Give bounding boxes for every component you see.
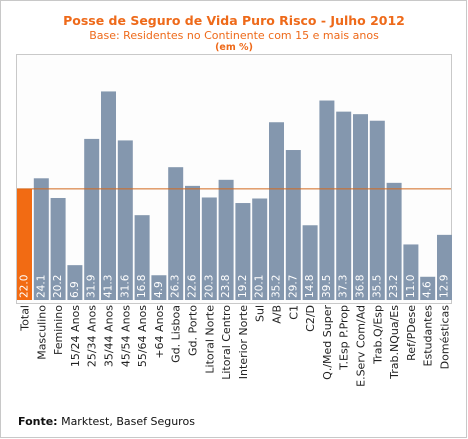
bar-14 [235,203,251,300]
category-label-17: C1 [287,305,300,320]
bar-19 [319,100,335,301]
category-label-16: A/B [271,305,284,324]
bar-18 [302,225,318,300]
category-label-5: 25/34 Anos [86,305,99,367]
category-label-1: Total [19,305,32,332]
chart-title: Posse de Seguro de Vida Puro Risco - Jul… [63,13,405,28]
footer-text: Marktest, Basef Seguros [61,415,195,428]
category-label-15: Sul [254,305,267,322]
category-label-22: Trab.Q/Esp [371,305,384,365]
value-label-22: 35.5 [371,275,383,298]
value-label-20: 37.3 [338,275,350,298]
category-label-8: 55/64 Anos [136,305,149,367]
bar-11 [185,185,200,300]
bar-2 [33,178,49,300]
footer-source: Fonte: Marktest, Basef Seguros [18,415,195,428]
category-label-7: 45/54 Anos [119,305,132,367]
bar-25 [420,276,436,300]
value-label-4: 6.9 [69,281,81,298]
value-label-6: 41.3 [103,275,115,298]
bar-20 [336,111,352,300]
bar-4 [67,265,83,300]
bar-23 [386,182,402,300]
category-label-2: Masculino [35,305,48,360]
value-label-16: 35.2 [271,275,283,298]
category-label-19: Q./Med Super [321,305,334,380]
value-label-1: 22.0 [19,275,31,298]
bar-12 [201,197,217,300]
value-label-25: 4.6 [422,281,434,298]
value-label-24: 11.0 [405,275,417,298]
footer-label: Fonte: [18,415,58,428]
category-label-14: Interior Norte [237,305,250,379]
chart-subtitle: Base: Residentes no Continente com 15 e … [89,29,379,42]
category-label-23: Trab.NQua/Es [388,305,401,380]
bar-16 [269,122,284,301]
value-label-8: 16.8 [136,275,148,298]
category-label-24: Ref/PDese [405,305,418,361]
value-label-7: 31.6 [119,274,131,298]
value-label-23: 23.2 [388,275,400,298]
value-label-2: 24.1 [35,275,47,298]
bar-9 [151,275,167,300]
category-label-3: Feminino [52,305,65,355]
value-label-17: 29.7 [287,275,299,298]
bar-13 [218,179,234,300]
category-label-20: T.Esp P.Prop [338,305,351,371]
value-label-9: 4.9 [153,281,165,298]
bar-1 [17,188,32,300]
category-label-13: Litoral Centro [220,305,233,380]
category-label-6: 35/44 Anos [103,305,116,367]
value-label-26: 12.9 [439,275,451,298]
bar-7 [117,140,133,300]
category-label-25: Estudantes [422,305,435,367]
bar-17 [285,150,301,300]
bar-15 [252,198,268,300]
value-label-10: 26.3 [170,275,182,298]
value-label-5: 31.9 [86,275,98,298]
bar-8 [134,215,150,300]
value-label-19: 39.5 [321,275,333,298]
bar-5 [84,138,100,300]
category-label-21: E.Serv Com/Ad [355,305,368,387]
value-label-14: 19.2 [237,275,249,298]
value-label-15: 20.1 [254,275,266,298]
chart-unit: (em %) [215,42,253,53]
category-label-12: Litoral Norte [203,305,216,374]
category-label-4: 15/24 Anos [69,305,82,367]
value-label-12: 20.3 [203,275,215,298]
bar-3 [50,197,66,300]
category-label-11: Gd. Porto [187,305,200,356]
value-label-11: 22.6 [187,274,199,298]
value-label-13: 23.8 [220,275,232,298]
category-label-9: +64 Anos [153,305,166,359]
bar-24 [403,244,419,300]
category-label-18: C2/D [304,305,317,332]
value-label-18: 14.8 [304,275,316,298]
category-label-26: Domésticas [439,305,452,370]
category-label-10: Gd. Lisboa [170,305,183,363]
bar-10 [168,167,184,300]
bar-22 [369,120,385,300]
bar-21 [353,114,368,300]
bar-26 [437,234,452,300]
value-label-3: 20.2 [52,275,64,298]
bar-6 [101,91,116,300]
value-label-21: 36.8 [355,275,367,298]
